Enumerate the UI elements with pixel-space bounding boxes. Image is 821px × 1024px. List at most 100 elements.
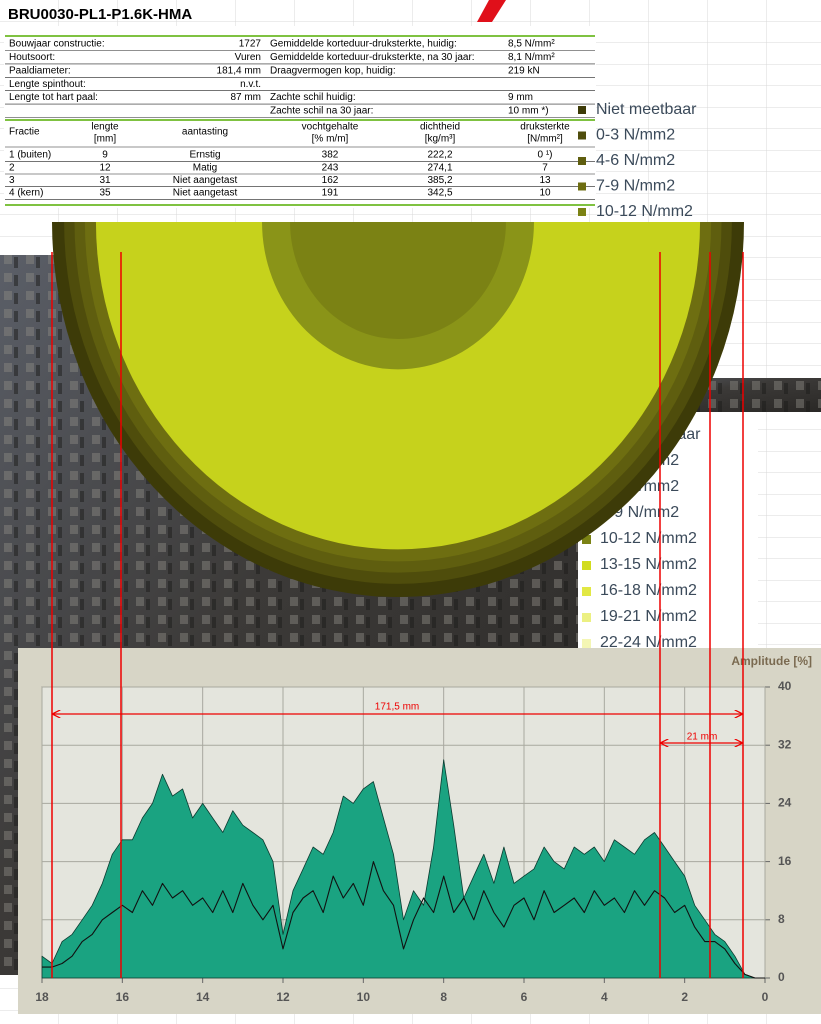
x-tick-label: 18	[35, 990, 49, 1004]
table-cell: 4 (kern)	[9, 188, 43, 199]
info-label: Houtsoort:	[9, 52, 55, 63]
x-tick-label: 12	[276, 990, 290, 1004]
info-value: 181,4 mm	[217, 65, 261, 76]
info-label: Paaldiameter:	[9, 65, 71, 76]
table-cell: 10	[539, 188, 551, 199]
table-cell: 274,1	[427, 162, 452, 173]
y-axis-title: Amplitude [%]	[731, 654, 812, 668]
line	[42, 861, 765, 979]
info-label2: Draagvermogen kop, huidig:	[270, 65, 396, 76]
table-header: dichtheid	[420, 122, 460, 133]
x-tick-label: 4	[601, 990, 608, 1004]
info-value2: 10 mm *)	[508, 106, 549, 117]
legend-swatch	[578, 131, 586, 140]
info-value2: 9 mm	[508, 92, 533, 103]
x-tick-label: 10	[357, 990, 371, 1004]
table-header: [kg/m³]	[425, 134, 456, 145]
table-cell: Matig	[193, 162, 217, 173]
y-tick-label: 32	[778, 737, 792, 751]
legend-swatch	[582, 587, 591, 596]
legend-label: 16-18 N/mm2	[600, 582, 697, 599]
annotation: 171,5 mm	[375, 702, 419, 713]
table-cell: 385,2	[427, 175, 452, 186]
legend-swatch	[578, 157, 586, 165]
table-header: [N/mm²]	[527, 134, 563, 145]
legend-swatch	[578, 106, 586, 114]
info-label2: Zachte schil na 30 jaar:	[270, 106, 373, 117]
y-tick-label: 16	[778, 854, 792, 868]
table-cell: 2	[9, 162, 15, 173]
table-cell: 31	[99, 175, 111, 186]
y-tick-label: 24	[778, 796, 792, 810]
info-label2: Zachte schil huidig:	[270, 92, 356, 103]
info-label2: Gemiddelde korteduur-druksterkte, huidig…	[270, 39, 457, 50]
x-tick-label: 2	[681, 990, 688, 1004]
table-cell: 222,2	[427, 150, 452, 161]
table-cell: 13	[539, 175, 551, 186]
legend-label: 19-21 N/mm2	[600, 608, 697, 625]
legend-label: 4-6 N/mm2	[596, 152, 675, 169]
legend-swatch	[582, 561, 591, 570]
table-area	[4, 26, 596, 208]
table-cell: 162	[322, 175, 339, 186]
table-cell: 191	[322, 188, 339, 199]
legend-swatch	[578, 182, 586, 191]
legend-label: 22-24 N/mm2	[600, 634, 697, 651]
info-value2: 8,5 N/mm²	[508, 39, 555, 50]
info-value: 1727	[239, 39, 262, 50]
table-header: [mm]	[94, 134, 116, 145]
info-label: Lengte spinthout:	[9, 79, 86, 90]
legend-swatch	[578, 208, 586, 216]
table-header: druksterkte	[520, 122, 570, 133]
legend-swatch	[582, 613, 591, 622]
table-cell: Ernstig	[189, 150, 220, 161]
y-tick-label: 0	[778, 970, 785, 984]
ring	[290, 222, 506, 339]
title: BRU0030-PL1-P1.6K-HMA	[8, 6, 192, 23]
info-label2: Gemiddelde korteduur-druksterkte, na 30 …	[270, 52, 475, 63]
y-tick-label: 40	[778, 679, 792, 693]
table-cell: 12	[99, 162, 111, 173]
table-cell: 35	[99, 188, 111, 199]
legend-label: Niet meetbaar	[596, 101, 697, 118]
info-value: 87 mm	[230, 92, 261, 103]
x-tick-label: 6	[521, 990, 528, 1004]
table-header: lengte	[91, 122, 119, 133]
red-shape	[477, 0, 506, 22]
x-tick-label: 16	[116, 990, 130, 1004]
table-cell: 3	[9, 175, 15, 186]
x-tick-label: 0	[762, 990, 769, 1004]
table-header: aantasting	[182, 127, 228, 138]
legend-label: 0-3 N/mm2	[596, 127, 675, 144]
cross-section	[52, 222, 744, 597]
legend-label: 7-9 N/mm2	[596, 178, 675, 195]
info-value: n.v.t.	[240, 79, 261, 90]
table-cell: 382	[322, 150, 339, 161]
table-cell: 243	[322, 162, 339, 173]
info-value: Vuren	[235, 52, 261, 63]
legend-label: 10-12 N/mm2	[596, 203, 693, 220]
legend-swatch	[582, 535, 591, 544]
legend-label: 13-15 N/mm2	[600, 556, 697, 573]
table-header: [% m/m]	[312, 134, 349, 145]
table-header: vochtgehalte	[302, 122, 359, 133]
info-value2: 8,1 N/mm²	[508, 52, 555, 63]
table-cell: 342,5	[427, 188, 452, 199]
table-header: Fractie	[9, 127, 40, 138]
legend-swatch	[582, 639, 591, 648]
table-cell: 0 ¹)	[538, 150, 553, 161]
ring	[96, 222, 700, 550]
info-value2: 219 kN	[508, 65, 540, 76]
table-cell: 7	[542, 162, 548, 173]
legend-label: 10-12 N/mm2	[600, 530, 697, 547]
area	[41, 759, 766, 979]
table-cell: 9	[102, 150, 108, 161]
table-cell: Niet aangetast	[173, 188, 238, 199]
table-cell: 1 (buiten)	[9, 150, 51, 161]
y-tick-label: 8	[778, 912, 785, 926]
annotation: 21 mm	[687, 732, 718, 743]
info-label: Bouwjaar constructie:	[9, 39, 105, 50]
table-cell: Niet aangetast	[173, 175, 238, 186]
